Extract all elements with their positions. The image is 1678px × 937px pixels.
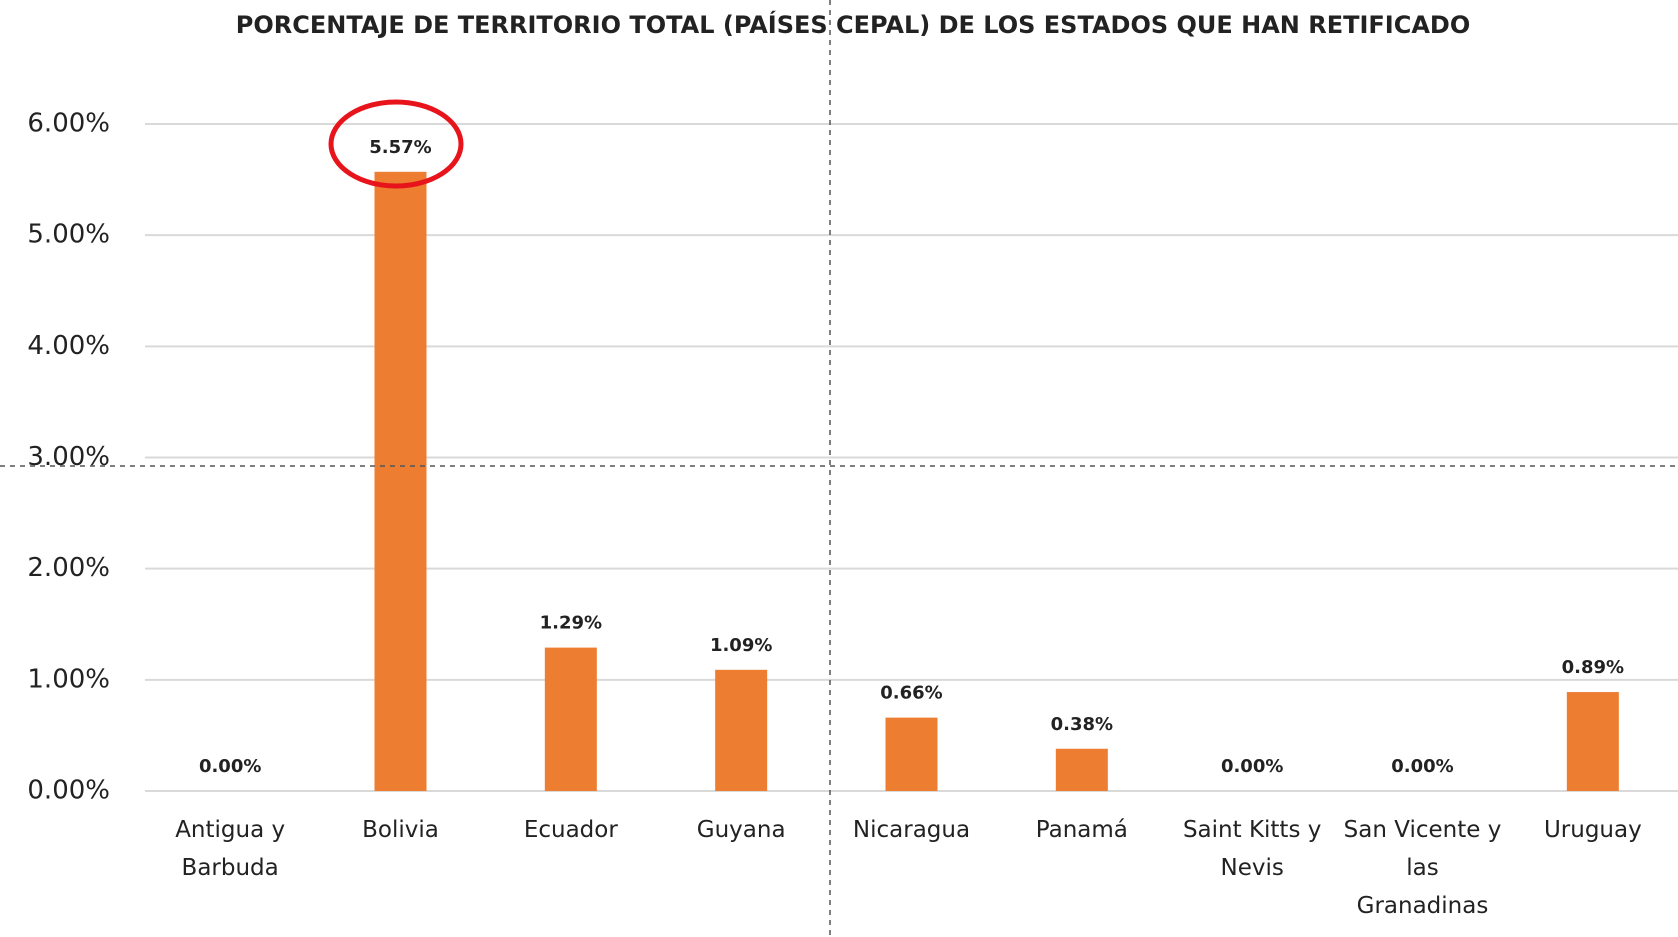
y-tick-label: 4.00% [27, 331, 110, 361]
bar [544, 647, 597, 791]
y-tick-label: 1.00% [27, 664, 110, 694]
data-label: 5.57% [369, 137, 431, 158]
highlight-circle [328, 99, 464, 189]
x-tick-label: Nicaragua [852, 817, 971, 843]
y-tick-label: 2.00% [27, 553, 110, 583]
data-label: 1.29% [540, 613, 602, 634]
data-label: 0.00% [199, 756, 261, 777]
x-tick-label: Guyana [696, 817, 786, 843]
bar [1566, 692, 1619, 791]
bar [1055, 748, 1108, 791]
data-label: 0.00% [1391, 756, 1453, 777]
data-label: 0.66% [880, 683, 942, 704]
data-label: 1.09% [710, 635, 772, 656]
y-tick-label: 3.00% [27, 442, 110, 472]
x-tick-label: Bolivia [362, 817, 439, 843]
bar [885, 717, 938, 791]
x-tick-label: Ecuador [523, 817, 618, 843]
y-tick-label: 6.00% [27, 109, 110, 139]
y-tick-label: 0.00% [27, 776, 110, 806]
data-label: 0.89% [1562, 657, 1624, 678]
x-tick-label: Antigua y Barbuda [175, 817, 286, 881]
data-label: 0.00% [1221, 756, 1283, 777]
chart-title: PORCENTAJE DE TERRITORIO TOTAL (PAÍSES C… [235, 11, 1471, 39]
x-tick-label: Saint Kitts y Nevis [1182, 817, 1322, 881]
x-tick-label: Uruguay [1543, 817, 1642, 843]
bar [715, 669, 768, 791]
x-tick-label: Panamá [1035, 817, 1128, 843]
y-tick-label: 5.00% [27, 220, 110, 250]
bar [374, 171, 427, 792]
x-tick-label: San Vicente y las Granadinas [1343, 817, 1502, 919]
data-label: 0.38% [1051, 714, 1113, 735]
